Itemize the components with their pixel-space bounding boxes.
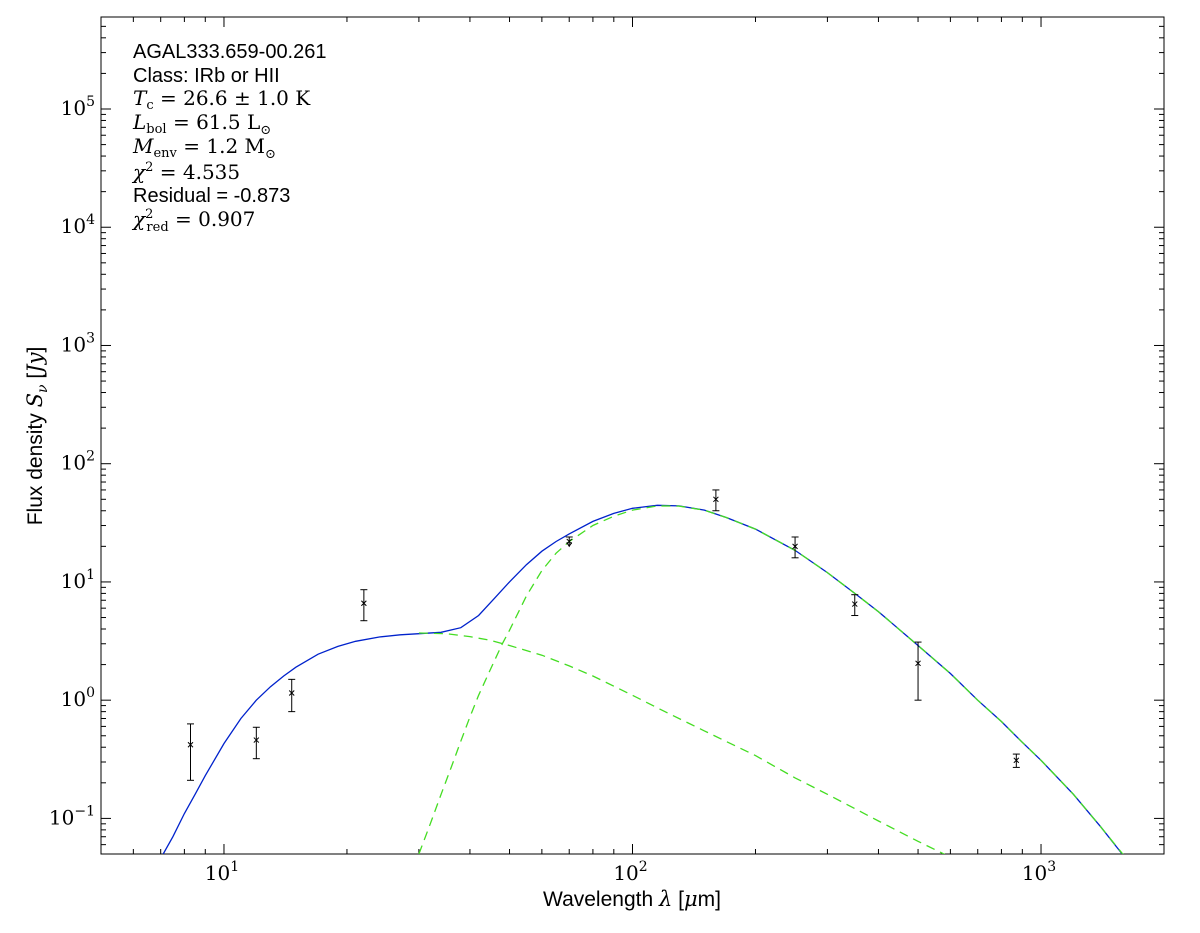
y-tick-label: 105 — [61, 94, 95, 120]
x-tick-label: 103 — [1022, 859, 1056, 885]
axis-ticks — [100, 16, 1165, 855]
y-axis-label: Flux density Sν [Jy] — [23, 347, 51, 526]
y-tick-label: 104 — [61, 212, 95, 238]
x-tick-label: 102 — [613, 859, 647, 885]
y-tick-label: 10−1 — [49, 803, 95, 829]
data-point — [565, 536, 573, 548]
data-point — [288, 678, 296, 713]
y-tick-label: 103 — [61, 330, 95, 356]
y-tick-label: 102 — [61, 449, 95, 475]
component-model-curve — [418, 632, 946, 854]
fit-annotations: AGAL333.659-00.261 Class: IRb or HII Tc … — [131, 41, 327, 235]
source-class: Class: IRb or HII — [133, 65, 280, 87]
chi2-label: χ2 = 4.535 — [131, 160, 240, 184]
y-tick-label: 100 — [61, 685, 95, 711]
data-point — [851, 594, 859, 617]
residual-label: Residual = -0.873 — [133, 185, 290, 207]
data-points — [186, 489, 1020, 781]
data-point — [186, 723, 194, 781]
source-name: AGAL333.659-00.261 — [133, 41, 327, 63]
data-point — [252, 726, 260, 760]
y-tick-label: 101 — [61, 567, 95, 593]
component-model-curve — [418, 505, 1124, 854]
data-point — [360, 589, 368, 622]
temperature-label: Tc = 26.6 ± 1.0 K — [133, 86, 311, 113]
x-tick-label: 101 — [205, 859, 239, 885]
luminosity-label: Lbol = 61.5 L⊙ — [132, 110, 271, 138]
envelope-mass-label: Menv = 1.2 M⊙ — [132, 134, 276, 162]
data-point — [1012, 753, 1020, 768]
data-point — [914, 641, 922, 701]
tick-labels: 101 102 103 10−1 100 101 102 103 104 105 — [49, 94, 1056, 885]
model-curves — [162, 504, 1124, 854]
total-model-curve — [162, 504, 1123, 854]
x-axis-label: Wavelength λ [μm] — [543, 887, 721, 911]
chi2-red-label: χ2 red = 0.907 — [131, 207, 255, 235]
data-point — [712, 489, 720, 512]
data-point — [791, 536, 799, 559]
